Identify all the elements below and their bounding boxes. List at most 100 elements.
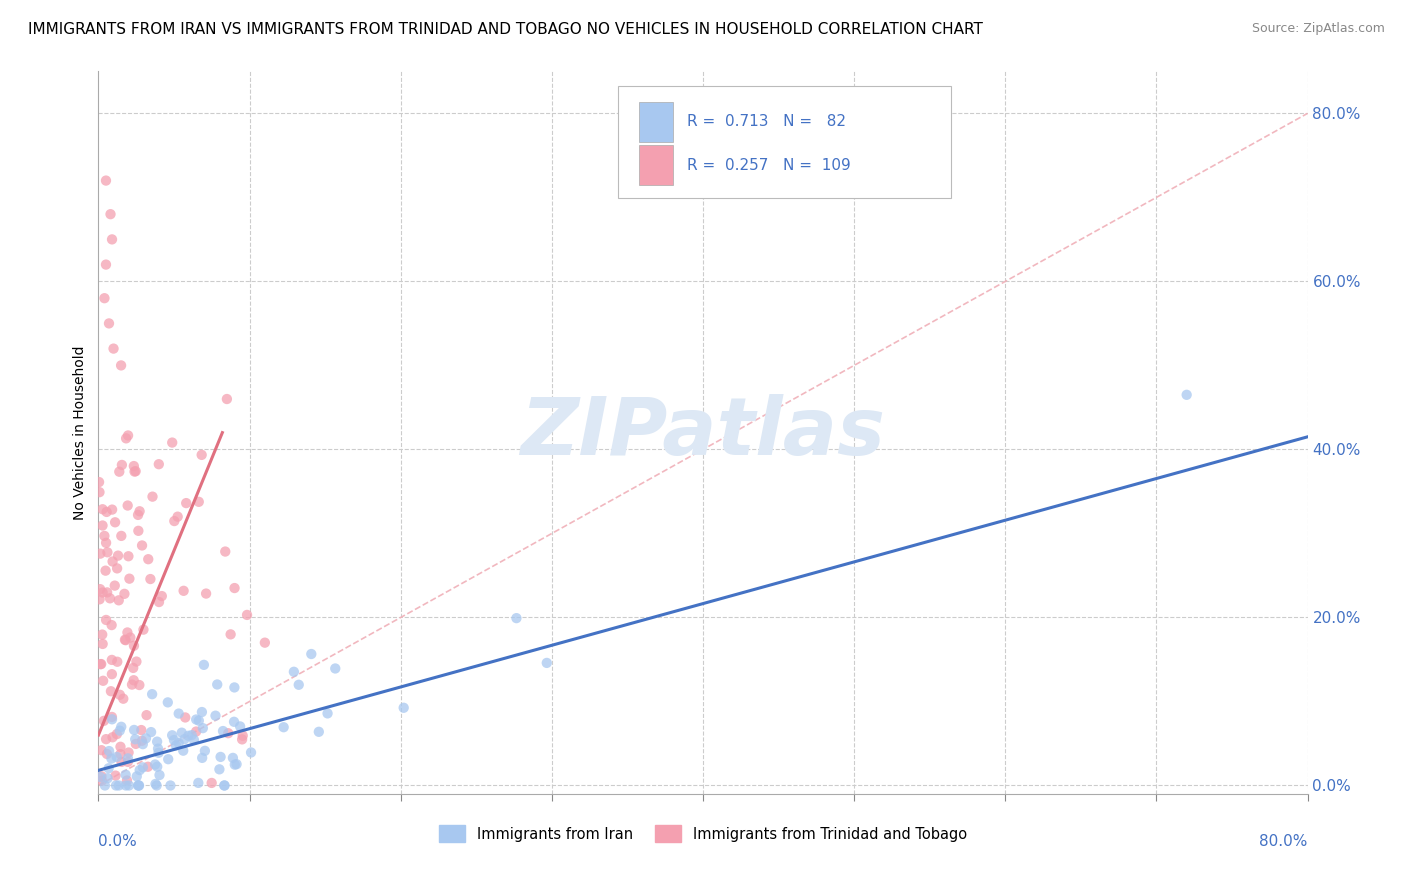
Point bbox=[97, 761, 120, 775]
Point bbox=[240, 746, 263, 760]
Point bbox=[89, 582, 111, 596]
Point bbox=[136, 760, 159, 774]
Point bbox=[193, 657, 215, 672]
Point bbox=[160, 728, 183, 742]
Point bbox=[166, 509, 188, 524]
Point bbox=[167, 736, 190, 750]
Point bbox=[90, 743, 112, 757]
Point bbox=[186, 713, 208, 727]
Point bbox=[225, 757, 247, 772]
Point bbox=[191, 751, 214, 765]
Point bbox=[135, 731, 157, 746]
Point bbox=[536, 656, 558, 670]
Point bbox=[91, 502, 114, 516]
Point bbox=[128, 763, 150, 777]
Y-axis label: No Vehicles in Household: No Vehicles in Household bbox=[73, 345, 87, 520]
Point bbox=[108, 779, 131, 793]
Point bbox=[94, 564, 117, 578]
Point bbox=[122, 639, 145, 653]
Point bbox=[127, 779, 149, 793]
Point bbox=[316, 706, 339, 721]
FancyBboxPatch shape bbox=[638, 145, 673, 186]
Point bbox=[148, 768, 170, 782]
Point bbox=[103, 342, 125, 356]
Point bbox=[101, 232, 124, 246]
Point bbox=[222, 714, 245, 729]
Point bbox=[117, 751, 139, 765]
Point bbox=[118, 779, 141, 793]
Point bbox=[91, 518, 114, 533]
Point bbox=[91, 585, 114, 599]
Point bbox=[98, 591, 121, 606]
Point bbox=[108, 688, 131, 702]
Point bbox=[191, 705, 214, 719]
Point bbox=[96, 505, 118, 519]
Point bbox=[159, 779, 181, 793]
Point bbox=[201, 776, 224, 790]
Point bbox=[94, 732, 117, 747]
FancyBboxPatch shape bbox=[638, 102, 673, 142]
Point bbox=[101, 554, 124, 568]
Point bbox=[105, 561, 128, 575]
Point bbox=[174, 710, 197, 724]
Point bbox=[183, 732, 205, 747]
Point bbox=[215, 392, 238, 406]
Point bbox=[139, 572, 162, 586]
Point bbox=[89, 592, 111, 607]
Point bbox=[207, 677, 229, 691]
Point bbox=[93, 714, 115, 728]
Point bbox=[104, 516, 127, 530]
Text: 80.0%: 80.0% bbox=[1260, 834, 1308, 848]
Point bbox=[91, 627, 114, 641]
Point bbox=[253, 635, 276, 649]
Point bbox=[194, 744, 217, 758]
Point bbox=[146, 760, 169, 774]
Point bbox=[100, 207, 122, 221]
Point bbox=[124, 465, 146, 479]
Point bbox=[131, 539, 153, 553]
Point bbox=[160, 435, 183, 450]
Point bbox=[232, 729, 254, 743]
Point bbox=[124, 464, 146, 478]
Point bbox=[173, 583, 195, 598]
Point bbox=[170, 725, 193, 739]
Point bbox=[87, 475, 110, 489]
Point bbox=[219, 627, 242, 641]
Point bbox=[148, 746, 170, 760]
Text: R =  0.713   N =   82: R = 0.713 N = 82 bbox=[688, 114, 846, 129]
Point bbox=[94, 173, 117, 187]
Point bbox=[98, 744, 121, 758]
Point bbox=[96, 545, 118, 559]
Point bbox=[101, 731, 124, 745]
Point bbox=[174, 496, 197, 510]
Point bbox=[91, 673, 114, 688]
Point bbox=[177, 729, 200, 743]
Point bbox=[125, 769, 148, 783]
Point bbox=[122, 661, 145, 675]
Point bbox=[128, 779, 150, 793]
Point bbox=[104, 579, 127, 593]
Point bbox=[187, 495, 209, 509]
Point bbox=[308, 724, 330, 739]
Point bbox=[214, 544, 236, 558]
Point bbox=[90, 769, 112, 783]
Point bbox=[89, 770, 111, 784]
Point bbox=[212, 724, 235, 739]
Point bbox=[114, 632, 136, 647]
Point bbox=[191, 721, 214, 735]
Point bbox=[107, 593, 129, 607]
Point bbox=[115, 431, 138, 445]
Point bbox=[145, 779, 167, 793]
Legend: Immigrants from Iran, Immigrants from Trinidad and Tobago: Immigrants from Iran, Immigrants from Tr… bbox=[433, 820, 973, 848]
Point bbox=[94, 779, 117, 793]
Point bbox=[135, 708, 157, 723]
Point bbox=[132, 760, 155, 774]
Point bbox=[299, 647, 322, 661]
Point bbox=[122, 673, 145, 688]
Point bbox=[167, 706, 190, 721]
Point bbox=[146, 734, 169, 748]
Point bbox=[224, 681, 246, 695]
Point bbox=[89, 485, 111, 500]
Text: 0.0%: 0.0% bbox=[98, 834, 138, 848]
Point bbox=[212, 779, 235, 793]
